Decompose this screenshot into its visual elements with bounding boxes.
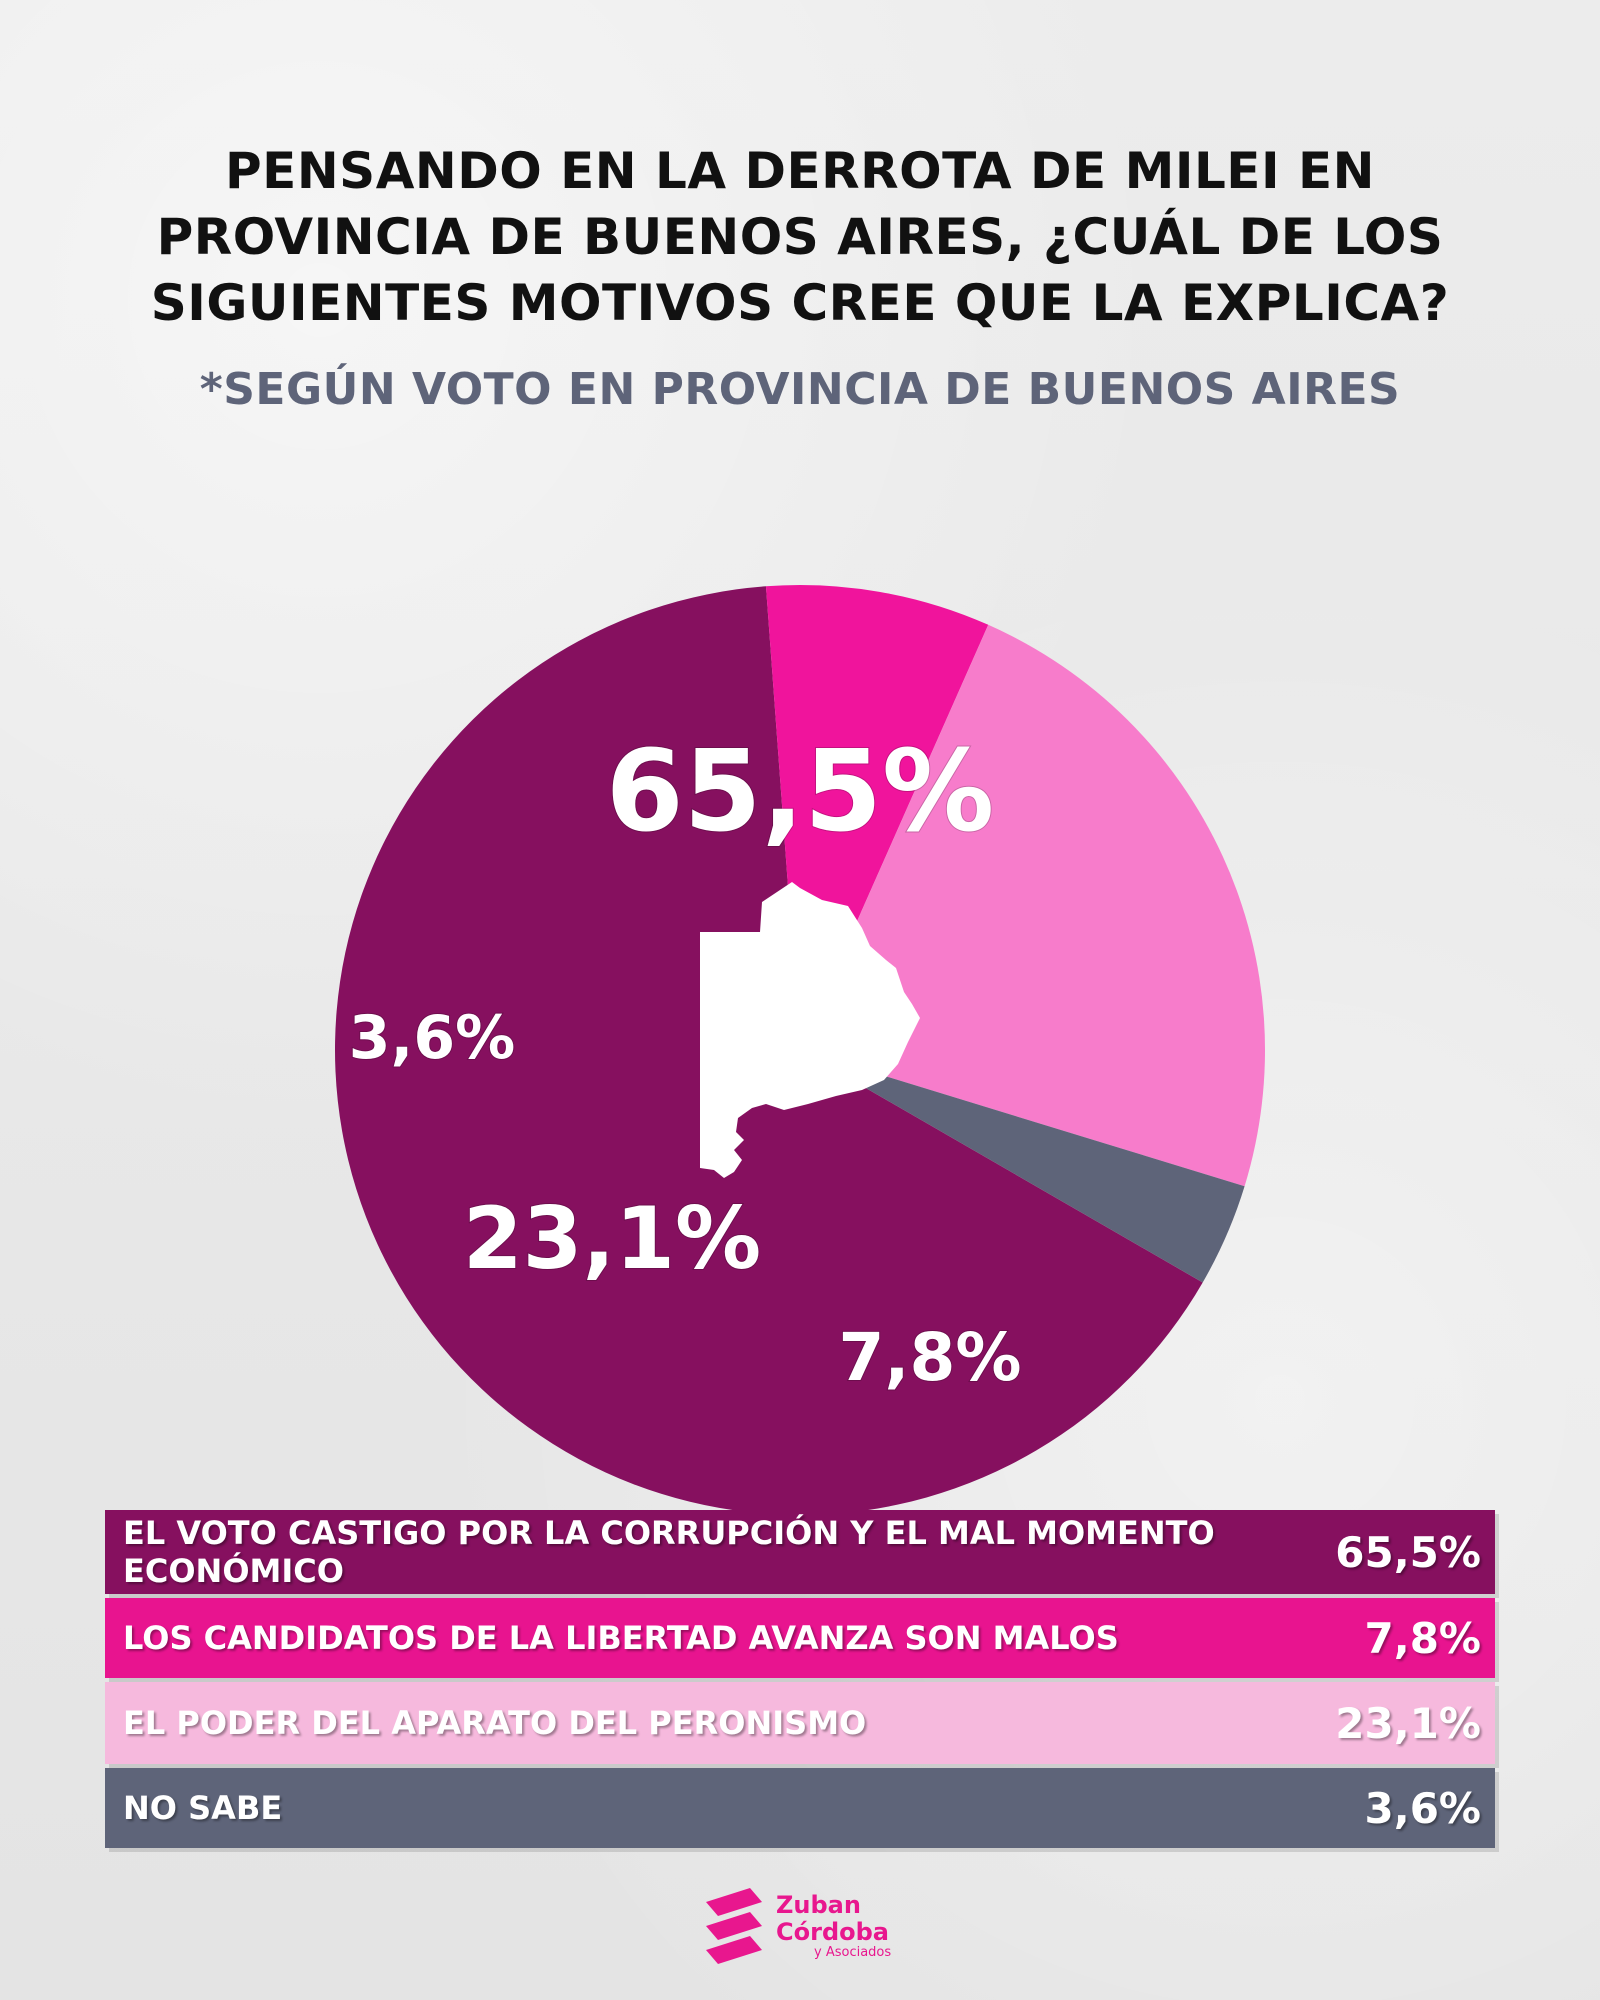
legend-row-peronismo: EL PODER DEL APARATO DEL PERONISMO 23,1% bbox=[105, 1682, 1495, 1764]
pie-slice-label-0: 65,5% bbox=[606, 727, 995, 857]
pie-slice-2 bbox=[800, 624, 1266, 1187]
pie-slice-labels: 65,5% 7,8% 23,1% 3,6% bbox=[348, 726, 1023, 1397]
pie-slice-label-1: 7,8% bbox=[838, 1319, 1021, 1396]
pie-slice-label-2: 23,1% bbox=[463, 1189, 761, 1289]
brand-logo: Zuban Córdoba y Asociados bbox=[704, 1884, 904, 1968]
legend-label: NO SABE bbox=[123, 1789, 283, 1827]
legend-value: 7,8% bbox=[1364, 1613, 1481, 1663]
title-line-1: PENSANDO EN LA DERROTA DE MILEI EN bbox=[225, 142, 1375, 200]
pie-slice-3 bbox=[800, 1050, 1245, 1283]
legend-label: EL VOTO CASTIGO POR LA CORRUPCIÓN Y EL M… bbox=[123, 1514, 1215, 1590]
legend: EL VOTO CASTIGO POR LA CORRUPCIÓN Y EL M… bbox=[105, 1510, 1495, 1852]
pie-slice-label-3: 3,6% bbox=[349, 1003, 515, 1073]
legend-label: LOS CANDIDATOS DE LA LIBERTAD AVANZA SON… bbox=[123, 1619, 1119, 1657]
legend-value: 23,1% bbox=[1335, 1698, 1481, 1748]
legend-row-candidatos: LOS CANDIDATOS DE LA LIBERTAD AVANZA SON… bbox=[105, 1598, 1495, 1678]
legend-label: EL PODER DEL APARATO DEL PERONISMO bbox=[123, 1704, 867, 1742]
title-line-2: PROVINCIA DE BUENOS AIRES, ¿CUÁL DE LOS bbox=[156, 208, 1444, 266]
legend-row-no-sabe: NO SABE 3,6% bbox=[105, 1768, 1495, 1848]
buenos-aires-province-silhouette-icon bbox=[700, 882, 920, 1178]
legend-value: 3,6% bbox=[1364, 1783, 1481, 1833]
title-line-3: SIGUIENTES MOTIVOS CREE QUE LA EXPLICA? bbox=[150, 274, 1450, 332]
logo-line-3: y Asociados bbox=[814, 1945, 892, 1960]
legend-row-voto-castigo: EL VOTO CASTIGO POR LA CORRUPCIÓN Y EL M… bbox=[105, 1510, 1495, 1594]
chart-subtitle: *SEGÚN VOTO EN PROVINCIA DE BUENOS AIRES bbox=[199, 364, 1401, 415]
legend-value: 65,5% bbox=[1335, 1527, 1481, 1577]
logo-line-2: Córdoba bbox=[776, 1918, 889, 1946]
chart-title: PENSANDO EN LA DERROTA DE MILEI EN PROVI… bbox=[60, 138, 1540, 336]
zc-logo-icon bbox=[706, 1888, 762, 1964]
logo-line-1: Zuban bbox=[776, 1891, 861, 1919]
